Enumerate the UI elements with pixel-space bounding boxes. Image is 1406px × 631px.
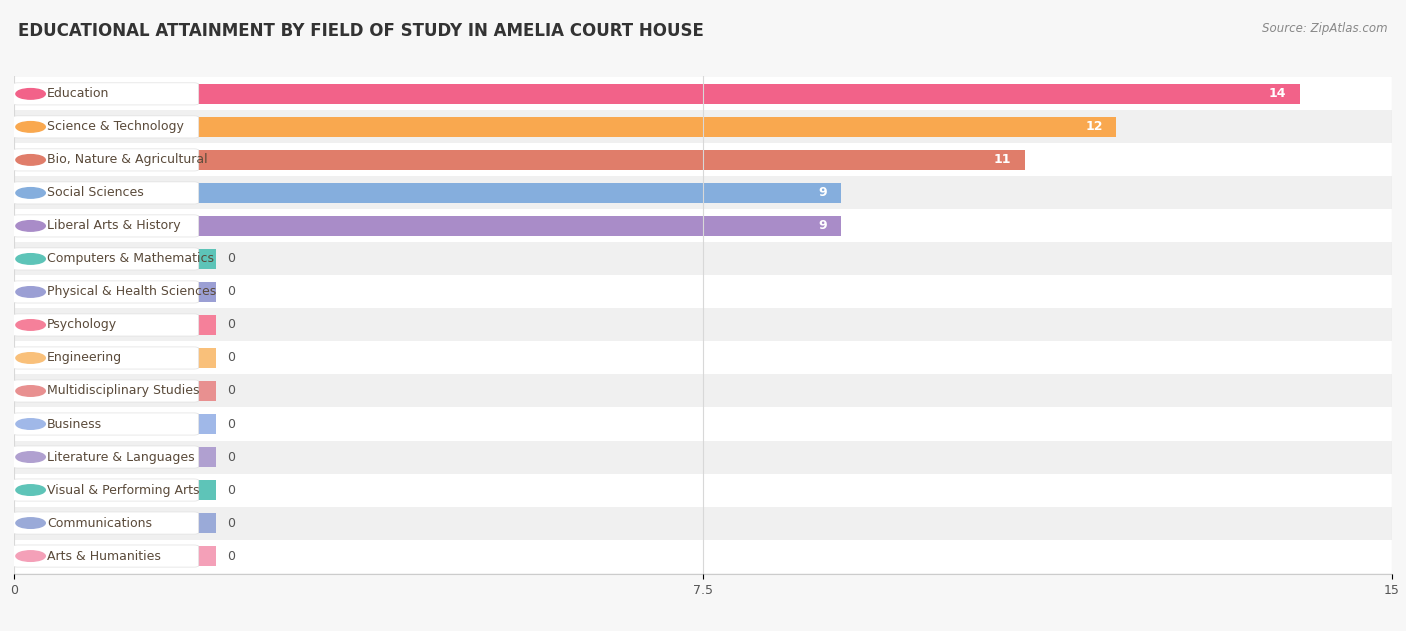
FancyBboxPatch shape [13,314,198,336]
Bar [14,216,841,236]
FancyBboxPatch shape [13,380,198,402]
Text: 0: 0 [228,451,235,464]
Bar [14,315,217,335]
Bar [14,374,1392,408]
Text: 14: 14 [1268,87,1286,100]
Text: EDUCATIONAL ATTAINMENT BY FIELD OF STUDY IN AMELIA COURT HOUSE: EDUCATIONAL ATTAINMENT BY FIELD OF STUDY… [18,22,704,40]
Circle shape [15,187,45,198]
Bar [14,78,1392,110]
FancyBboxPatch shape [13,215,198,237]
Text: Social Sciences: Social Sciences [48,186,143,199]
Bar [14,150,1025,170]
Bar [14,209,1392,242]
Bar [14,348,217,369]
Bar [14,281,217,302]
Text: 11: 11 [993,153,1011,167]
Bar [14,341,1392,374]
Bar [14,380,217,401]
Bar [14,513,217,533]
Text: Engineering: Engineering [48,351,122,365]
Circle shape [15,353,45,363]
Bar [14,473,1392,507]
FancyBboxPatch shape [13,413,198,435]
Text: Visual & Performing Arts: Visual & Performing Arts [48,483,200,497]
Bar [14,507,1392,540]
Bar [14,249,217,269]
Bar [14,540,1392,572]
Text: 0: 0 [228,319,235,331]
Text: 0: 0 [228,483,235,497]
Text: 0: 0 [228,252,235,266]
Bar [14,177,1392,209]
Bar [14,440,1392,473]
Bar [14,480,217,500]
Text: 0: 0 [228,517,235,529]
Text: 12: 12 [1085,121,1102,133]
Text: 0: 0 [228,351,235,365]
Text: Business: Business [48,418,103,430]
Bar [14,546,217,566]
FancyBboxPatch shape [13,116,198,138]
Text: 9: 9 [818,220,827,232]
Circle shape [15,286,45,297]
Bar [14,414,217,434]
Bar [14,183,841,203]
Circle shape [15,485,45,495]
Text: Education: Education [48,87,110,100]
Circle shape [15,419,45,429]
Bar [14,143,1392,177]
FancyBboxPatch shape [13,149,198,171]
Circle shape [15,122,45,132]
Text: 0: 0 [228,418,235,430]
Text: Literature & Languages: Literature & Languages [48,451,195,464]
FancyBboxPatch shape [13,446,198,468]
Text: Computers & Mathematics: Computers & Mathematics [48,252,214,266]
Bar [14,408,1392,440]
Text: Physical & Health Sciences: Physical & Health Sciences [48,285,217,298]
Circle shape [15,254,45,264]
FancyBboxPatch shape [13,347,198,369]
Circle shape [15,551,45,562]
Text: 0: 0 [228,550,235,563]
FancyBboxPatch shape [13,83,198,105]
Text: Science & Technology: Science & Technology [48,121,184,133]
Text: Liberal Arts & History: Liberal Arts & History [48,220,181,232]
Circle shape [15,155,45,165]
Bar [14,276,1392,309]
Bar [14,84,1301,104]
Circle shape [15,452,45,463]
Text: 0: 0 [228,384,235,398]
Bar [14,447,217,467]
FancyBboxPatch shape [13,545,198,567]
Circle shape [15,221,45,231]
Text: Communications: Communications [48,517,152,529]
Text: 9: 9 [818,186,827,199]
Text: 0: 0 [228,285,235,298]
FancyBboxPatch shape [13,248,198,270]
Circle shape [15,320,45,330]
Bar [14,242,1392,276]
Text: Source: ZipAtlas.com: Source: ZipAtlas.com [1263,22,1388,35]
Bar [14,117,1116,137]
Bar [14,110,1392,143]
Text: Multidisciplinary Studies: Multidisciplinary Studies [48,384,200,398]
Circle shape [15,386,45,396]
Text: Arts & Humanities: Arts & Humanities [48,550,162,563]
Bar [14,309,1392,341]
Circle shape [15,88,45,99]
Text: Psychology: Psychology [48,319,117,331]
FancyBboxPatch shape [13,512,198,534]
FancyBboxPatch shape [13,281,198,303]
FancyBboxPatch shape [13,182,198,204]
Circle shape [15,518,45,528]
FancyBboxPatch shape [13,479,198,501]
Text: Bio, Nature & Agricultural: Bio, Nature & Agricultural [48,153,208,167]
